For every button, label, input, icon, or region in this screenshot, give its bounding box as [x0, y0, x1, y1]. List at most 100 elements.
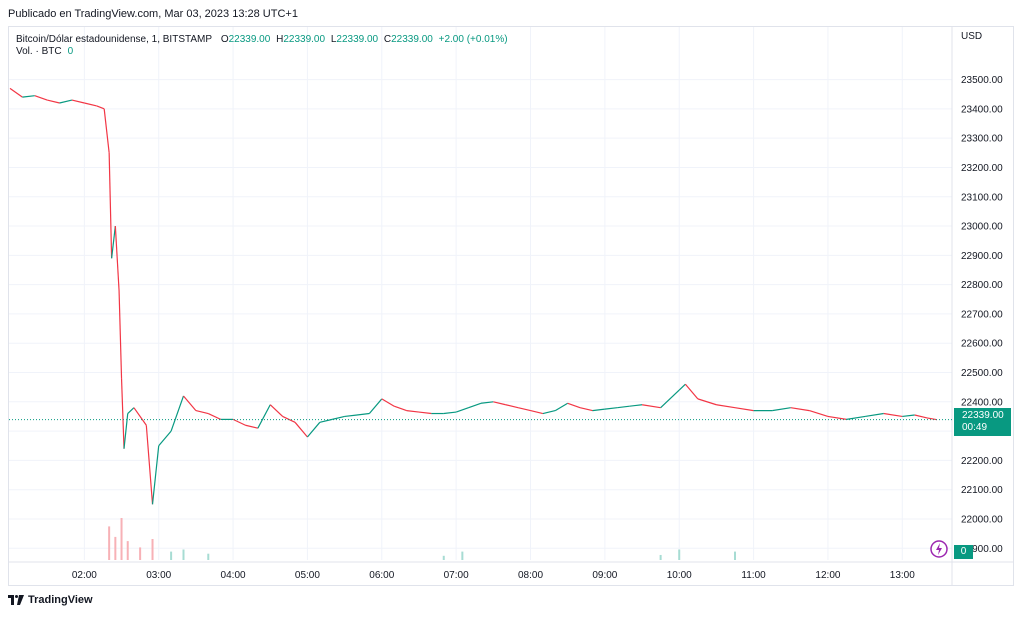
tradingview-icon [8, 595, 24, 605]
y-tick-label: 22400.00 [961, 397, 1003, 408]
last-price-tag: 22339.00 00:49 [954, 408, 1011, 436]
y-tick-label: 22900.00 [961, 251, 1003, 262]
volume-bar [678, 549, 681, 560]
x-tick-label: 12:00 [815, 570, 840, 581]
price-segment [183, 395, 197, 411]
price-segment [356, 412, 370, 416]
price-segment [914, 414, 928, 419]
price-segment [368, 398, 383, 414]
low-label: L [330, 34, 337, 45]
price-segment [344, 414, 358, 418]
y-tick-label: 22500.00 [961, 368, 1003, 379]
price-segment [926, 417, 938, 421]
volume-tag: 0 [954, 545, 973, 559]
price-segment [114, 226, 120, 291]
price-segment [517, 407, 531, 412]
price-segment [846, 415, 866, 420]
price-segment [579, 407, 593, 412]
y-tick-label: 22100.00 [961, 485, 1003, 496]
price-segment [71, 99, 85, 104]
close-value: 22339.00 [391, 34, 433, 45]
price-segment [480, 401, 494, 404]
price-segment [418, 411, 432, 415]
price-segment [145, 425, 154, 505]
x-tick-label: 04:00 [221, 570, 246, 581]
x-tick-label: 06:00 [369, 570, 394, 581]
price-segment [22, 95, 35, 98]
y-tick-label: 22200.00 [961, 456, 1003, 467]
y-tick-label: 21900.00 [961, 544, 1003, 555]
volume-bar [207, 553, 210, 560]
bar-countdown: 00:49 [962, 422, 988, 433]
x-tick-label: 11:00 [741, 570, 766, 581]
price-segment [809, 410, 829, 418]
x-tick-label: 07:00 [444, 570, 469, 581]
y-tick-label: 23400.00 [961, 104, 1003, 115]
price-segment [151, 445, 160, 505]
price-segment [47, 99, 60, 104]
symbol-title[interactable]: Bitcoin/Dólar estadounidense, 1, BITSTAM… [16, 34, 213, 45]
price-segment [393, 405, 407, 412]
y-tick-label: 22600.00 [961, 339, 1003, 350]
price-segment [257, 404, 271, 429]
price-segment [697, 398, 717, 406]
price-segment [9, 87, 23, 98]
price-segment [493, 401, 506, 406]
price-segment [127, 407, 135, 414]
last-price-value: 22339.00 [962, 410, 1004, 421]
volume-bar [733, 551, 736, 560]
price-segment [604, 407, 618, 410]
price-segment [59, 99, 73, 104]
x-tick-label: 02:00 [72, 570, 97, 581]
price-segment [660, 389, 680, 409]
price-segment [678, 383, 686, 391]
y-tick-label: 23100.00 [961, 192, 1003, 203]
lightning-icon[interactable] [930, 540, 948, 558]
price-segment [505, 404, 519, 409]
price-segment [554, 402, 568, 412]
price-segment [381, 398, 395, 407]
chart-frame[interactable] [8, 26, 1014, 586]
currency-label[interactable]: USD [961, 31, 983, 42]
x-tick-label: 13:00 [890, 570, 915, 581]
y-tick-label: 22000.00 [961, 514, 1003, 525]
price-segment [269, 404, 284, 417]
price-segment [195, 410, 209, 415]
volume-bar [108, 526, 111, 560]
price-segment [133, 407, 147, 426]
symbol-legend: Bitcoin/Dólar estadounidense, 1, BITSTAM… [16, 32, 508, 48]
x-tick-label: 08:00 [518, 570, 543, 581]
price-segment [103, 108, 110, 153]
volume-label[interactable]: Vol. · BTC [16, 46, 62, 57]
price-segment [332, 415, 345, 420]
price-segment [530, 410, 544, 415]
low-value: 22339.00 [336, 34, 379, 45]
price-segment [84, 102, 97, 107]
y-tick-label: 22800.00 [961, 280, 1003, 291]
volume-bar [151, 539, 154, 560]
price-segment [406, 410, 420, 413]
price-segment [617, 405, 630, 409]
x-tick-label: 03:00 [146, 570, 171, 581]
x-tick-label: 10:00 [667, 570, 692, 581]
price-segment [902, 414, 915, 418]
volume-value: 0 [67, 46, 74, 57]
open-value: 22339.00 [228, 34, 271, 45]
price-segment [772, 407, 791, 412]
price-segment [34, 95, 48, 101]
volume-bar [126, 541, 129, 560]
price-segment [716, 404, 736, 409]
price-segment [96, 105, 105, 110]
price-segment [158, 430, 172, 447]
price-segment [629, 404, 643, 407]
volume-legend: Vol. · BTC 0 [16, 46, 73, 57]
y-tick-label: 23500.00 [961, 75, 1003, 86]
price-segment [108, 152, 113, 259]
price-segment [111, 225, 116, 259]
price-segment [883, 412, 903, 418]
price-segment [294, 421, 308, 438]
tradingview-logo[interactable]: TradingView [8, 594, 93, 606]
y-tick-label: 23200.00 [961, 163, 1003, 174]
price-segment [641, 404, 661, 409]
